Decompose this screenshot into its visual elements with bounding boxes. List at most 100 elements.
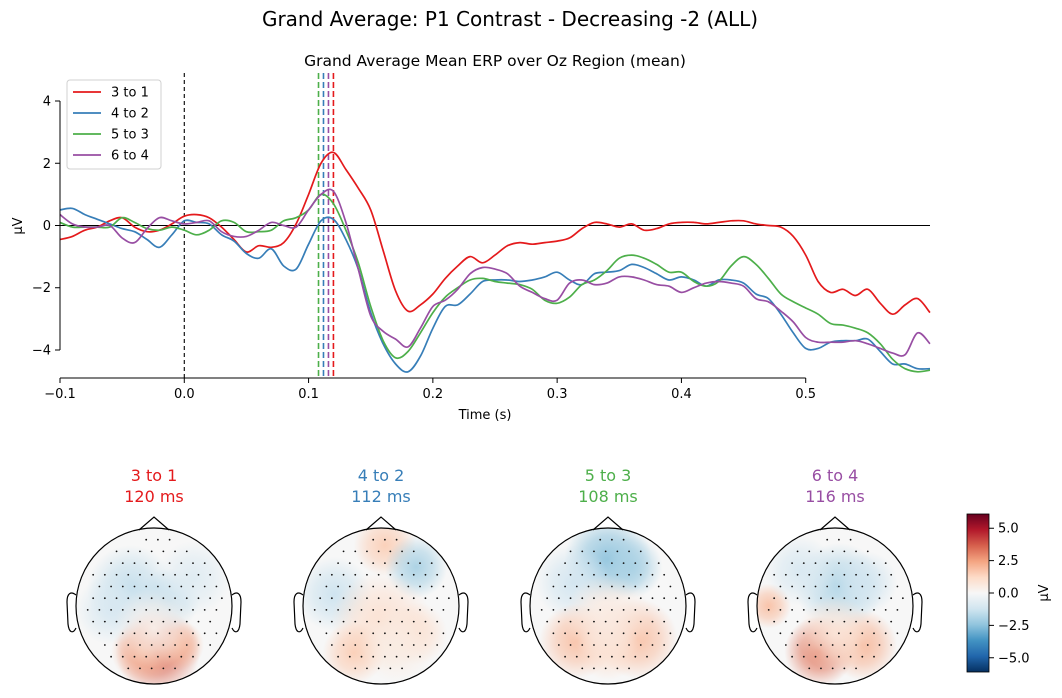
sensor-dot: [831, 573, 834, 576]
sensor-dot: [407, 609, 410, 611]
sensor-dot: [564, 585, 566, 588]
erp-markers: [60, 73, 930, 378]
sensor-dot: [203, 632, 206, 635]
sensor-dot: [569, 550, 572, 553]
sensor-dot: [669, 632, 672, 635]
colorbar-tick-label: −2.5: [998, 619, 1030, 634]
sensor-dot: [802, 632, 805, 635]
sensor-dot: [564, 632, 566, 635]
sensor-dot: [581, 550, 584, 553]
sensor-dot: [377, 597, 380, 600]
sensor-dot: [337, 609, 339, 611]
legend-label: 3 to 1: [111, 86, 149, 101]
sensor-dot: [384, 562, 386, 564]
sensor-dot: [442, 585, 445, 588]
sensor-dot: [372, 538, 375, 541]
x-tick-label: 0.4: [671, 387, 692, 402]
topomap: 3 to 1 120 ms: [66, 466, 242, 685]
sensor-dot: [593, 667, 595, 670]
sensor-dot: [826, 655, 829, 658]
sensor-dot: [150, 667, 153, 670]
sensor-dot: [796, 597, 799, 600]
sensor-dot: [180, 632, 183, 635]
sensor-dot: [784, 597, 787, 600]
head-outline: [75, 527, 233, 685]
sensor-dot: [569, 644, 572, 646]
sensor-dot: [669, 585, 672, 588]
sensor-dot: [337, 585, 339, 588]
sensor-dot: [424, 573, 427, 576]
sensor-dot: [791, 609, 793, 611]
topomap-title: 5 to 3: [585, 466, 632, 485]
sensor-dot: [412, 573, 415, 576]
sensor-dot: [622, 632, 625, 635]
sensor-dot: [98, 585, 101, 588]
sensor-dot: [192, 562, 194, 564]
sensor-dot: [814, 655, 817, 658]
y-tick-label: −2: [32, 281, 51, 296]
sensor-dot: [395, 562, 398, 564]
topomaps: 3 to 1 120 ms 4 to 2 112 ms 5 to 3 108 ms 6 to…: [66, 466, 923, 685]
sensor-dot: [628, 620, 630, 623]
sensor-dot: [203, 585, 206, 588]
sensor-dot: [197, 597, 200, 600]
left-ear-icon: [66, 592, 77, 633]
sensor-dot: [162, 597, 165, 600]
sensor-dot: [407, 632, 410, 635]
sensor-dot: [599, 632, 602, 635]
sensor-dot: [814, 562, 817, 564]
sensor-dot: [873, 585, 875, 588]
sensor-dot: [348, 632, 351, 635]
sensor-dot: [779, 585, 782, 588]
sensor-dot: [831, 550, 834, 553]
sensor-dot: [820, 550, 822, 553]
sensor-dot: [843, 550, 846, 553]
sensor-dot: [616, 667, 619, 670]
sensor-dot: [157, 562, 159, 564]
legend-label: 4 to 2: [111, 107, 149, 122]
sensor-dot: [849, 585, 852, 588]
sensor-dot: [628, 667, 630, 670]
sensor-dot: [634, 585, 637, 588]
sensor-dot: [843, 620, 846, 623]
sensor-dot: [651, 597, 654, 600]
sensor-dot: [581, 573, 584, 576]
sensor-dot: [436, 620, 439, 623]
sensor-dot: [849, 632, 852, 635]
sensor-dot: [622, 655, 625, 658]
sensor-dot: [820, 644, 822, 646]
sensor-dot: [616, 550, 619, 553]
sensor-dot: [366, 550, 368, 553]
topomap-field: [303, 528, 459, 684]
sensor-dot: [779, 632, 782, 635]
sensor-dot: [348, 585, 351, 588]
sensor-dot: [145, 655, 148, 658]
sensor-dot: [174, 597, 176, 600]
sensor-dot: [337, 655, 339, 658]
sensor-dot: [628, 573, 630, 576]
sensor-dot: [150, 573, 153, 576]
sensor-dot: [622, 562, 625, 564]
sensor-dot: [407, 562, 410, 564]
sensor-dot: [808, 597, 811, 600]
sensor-dot: [674, 597, 677, 600]
sensor-dot: [826, 562, 829, 564]
sensor-dot: [802, 562, 805, 564]
sensor-dot: [157, 609, 159, 611]
sensor-dot: [121, 655, 124, 658]
topomap: 5 to 3 108 ms: [520, 466, 696, 685]
sensor-dot: [657, 562, 660, 564]
sensor-dot: [564, 655, 566, 658]
sensor-dot: [180, 609, 183, 611]
sensor-dot: [145, 538, 148, 541]
sensor-dot: [890, 644, 893, 646]
sensor-dot: [669, 609, 672, 611]
sensor-dot: [180, 562, 183, 564]
sensor-dot: [878, 620, 881, 623]
legend-label: 5 to 3: [111, 128, 149, 143]
sensor-dot: [150, 644, 153, 646]
sensor-dot: [587, 562, 590, 564]
sensor-dot: [366, 597, 368, 600]
sensor-dot: [360, 609, 363, 611]
sensor-dot: [808, 620, 811, 623]
